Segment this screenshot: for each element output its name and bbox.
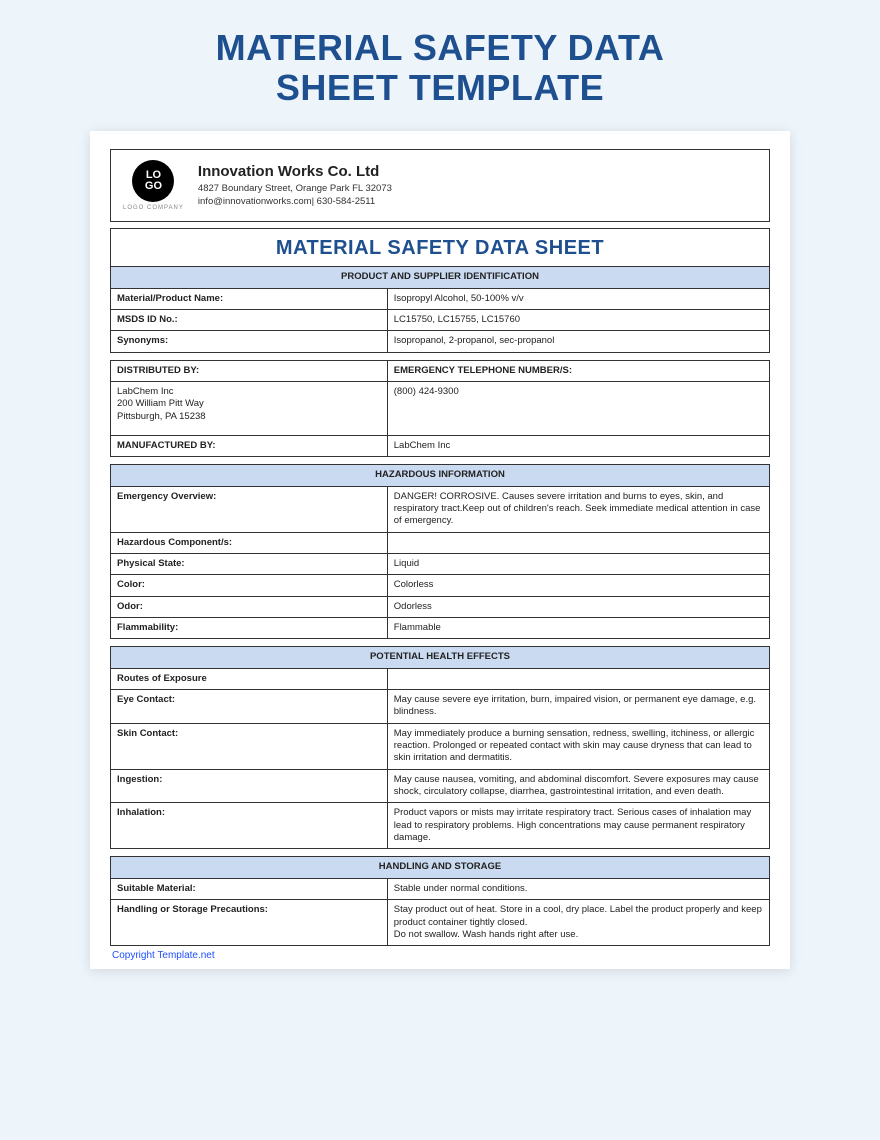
- page-title-line2: SHEET TEMPLATE: [276, 67, 604, 108]
- document-sheet: LOGO LOGO COMPANY Innovation Works Co. L…: [90, 131, 790, 969]
- table-row: Physical State:Liquid: [111, 553, 770, 574]
- logo-icon: LOGO: [132, 160, 174, 202]
- company-name: Innovation Works Co. Ltd: [198, 163, 392, 180]
- table-row: Suitable Material:Stable under normal co…: [111, 878, 770, 899]
- emergency-phone: (800) 424-9300: [387, 381, 769, 435]
- company-address: 4827 Boundary Street, Orange Park FL 320…: [198, 183, 392, 196]
- company-contact: info@innovationworks.com| 630-584-2511: [198, 196, 392, 209]
- table-row: MANUFACTURED BY:LabChem Inc: [111, 435, 770, 456]
- table-row: Odor:Odorless: [111, 596, 770, 617]
- table-row: Emergency Overview:DANGER! CORROSIVE. Ca…: [111, 486, 770, 532]
- table-row: Material/Product Name:Isopropyl Alcohol,…: [111, 288, 770, 309]
- section-head-product: PRODUCT AND SUPPLIER IDENTIFICATION: [111, 267, 770, 288]
- logo-subtext: LOGO COMPANY: [123, 205, 184, 211]
- table-row: MSDS ID No.:LC15750, LC15755, LC15760: [111, 309, 770, 330]
- section-head-health: POTENTIAL HEALTH EFFECTS: [111, 647, 770, 668]
- table-row: Ingestion:May cause nausea, vomiting, an…: [111, 769, 770, 803]
- distributed-by: LabChem Inc 200 William Pitt Way Pittsbu…: [111, 381, 388, 435]
- table-row: Skin Contact:May immediately produce a b…: [111, 723, 770, 769]
- section-head-handling: HANDLING AND STORAGE: [111, 857, 770, 878]
- table-row: Routes of Exposure: [111, 668, 770, 689]
- msds-table: PRODUCT AND SUPPLIER IDENTIFICATION Mate…: [110, 266, 770, 946]
- table-row: Flammability:Flammable: [111, 618, 770, 639]
- table-row: Inhalation:Product vapors or mists may i…: [111, 803, 770, 849]
- copyright-link[interactable]: Copyright Template.net: [110, 946, 770, 961]
- table-row: Synonyms:Isopropanol, 2-propanol, sec-pr…: [111, 331, 770, 352]
- table-row: Hazardous Component/s:: [111, 532, 770, 553]
- table-row: DISTRIBUTED BY:EMERGENCY TELEPHONE NUMBE…: [111, 360, 770, 381]
- table-row: LabChem Inc 200 William Pitt Way Pittsbu…: [111, 381, 770, 435]
- table-row: Eye Contact:May cause severe eye irritat…: [111, 690, 770, 724]
- page-title-line1: MATERIAL SAFETY DATA: [216, 27, 665, 68]
- page-title: MATERIAL SAFETY DATA SHEET TEMPLATE: [216, 28, 665, 107]
- logo: LOGO LOGO COMPANY: [123, 160, 184, 211]
- document-title: MATERIAL SAFETY DATA SHEET: [110, 228, 770, 266]
- company-info: Innovation Works Co. Ltd 4827 Boundary S…: [198, 163, 392, 209]
- table-row: Handling or Storage Precautions:Stay pro…: [111, 900, 770, 946]
- section-head-hazard: HAZARDOUS INFORMATION: [111, 465, 770, 486]
- table-row: Color:Colorless: [111, 575, 770, 596]
- company-header: LOGO LOGO COMPANY Innovation Works Co. L…: [110, 149, 770, 222]
